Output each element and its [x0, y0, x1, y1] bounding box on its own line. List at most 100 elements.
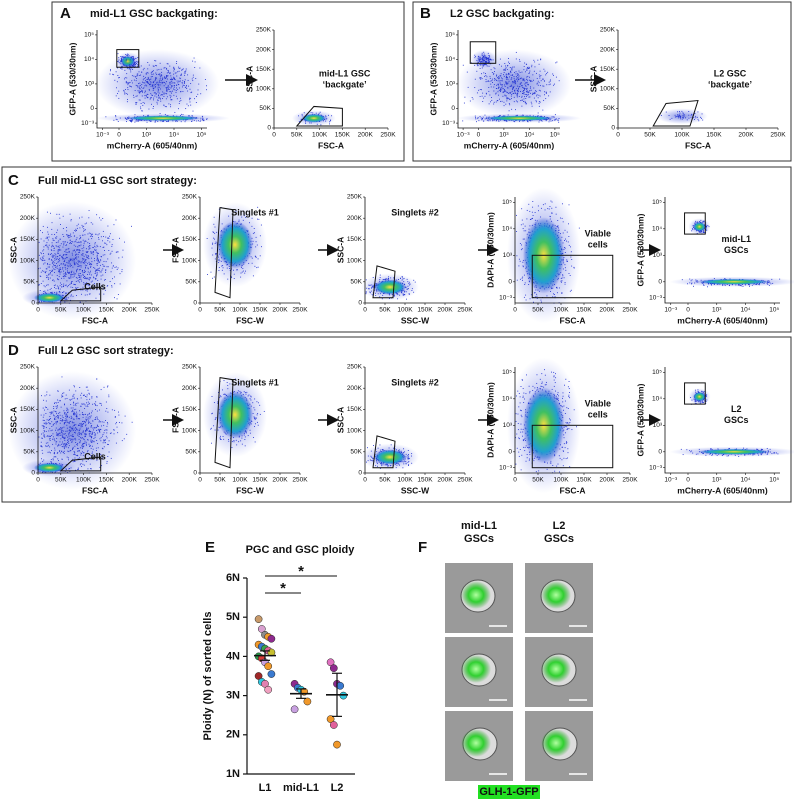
y-tick-label: 100K — [182, 257, 198, 264]
event-dot — [84, 234, 86, 236]
event-dot — [115, 442, 117, 444]
event-dot — [108, 440, 110, 442]
event-dot — [210, 428, 212, 430]
event-dot — [52, 443, 54, 445]
event-dot — [493, 72, 495, 74]
event-dot — [92, 254, 94, 256]
event-dot — [50, 292, 52, 294]
event-dot — [526, 69, 528, 71]
event-dot — [251, 257, 253, 259]
event-dot — [255, 246, 257, 248]
event-dot — [169, 83, 171, 85]
event-dot — [94, 248, 96, 250]
event-dot — [702, 119, 704, 121]
event-dot — [97, 429, 99, 431]
event-dot — [88, 255, 90, 257]
event-dot — [81, 293, 83, 295]
event-dot — [166, 63, 168, 65]
event-dot — [93, 427, 95, 429]
event-dot — [98, 269, 100, 271]
event-dot — [542, 85, 544, 87]
event-dot — [76, 288, 78, 290]
event-dot — [80, 289, 82, 291]
event-dot — [60, 263, 62, 265]
event-dot — [129, 64, 131, 66]
event-dot — [198, 83, 200, 85]
event-dot — [142, 104, 144, 106]
event-dot — [63, 444, 65, 446]
event-dot — [102, 274, 104, 276]
event-dot — [150, 72, 152, 74]
event-dot — [64, 443, 66, 445]
event-dot — [65, 275, 67, 277]
event-dot — [147, 78, 149, 80]
event-dot — [508, 80, 510, 82]
event-dot — [517, 90, 519, 92]
event-dot — [536, 82, 538, 84]
event-dot — [114, 266, 116, 268]
event-dot — [682, 113, 684, 115]
event-dot — [148, 64, 150, 66]
event-dot — [329, 123, 330, 125]
event-dot — [83, 464, 85, 466]
event-dot — [90, 286, 92, 288]
event-dot — [219, 395, 221, 397]
event-dot — [41, 446, 43, 448]
event-dot — [65, 430, 67, 432]
event-dot — [56, 432, 57, 434]
event-dot — [518, 75, 520, 77]
event-dot — [91, 433, 93, 435]
event-dot — [107, 444, 109, 446]
event-dot — [215, 253, 217, 254]
event-dot — [501, 84, 503, 86]
event-dot — [99, 261, 101, 263]
event-dot — [157, 87, 159, 89]
event-dot — [69, 429, 70, 431]
event-dot — [212, 243, 213, 245]
event-dot — [198, 120, 200, 122]
event-dot — [186, 103, 188, 105]
event-dot — [58, 213, 60, 215]
event-dot — [87, 255, 89, 257]
event-dot — [102, 247, 104, 248]
event-dot — [149, 84, 151, 85]
event-dot — [43, 246, 45, 248]
event-dot — [697, 118, 699, 120]
event-dot — [99, 430, 101, 432]
gate — [469, 41, 497, 64]
event-dot — [59, 273, 61, 275]
flow-plot: 0 50K 100K 150K 200K 250K050K100K150K200K250K… — [170, 364, 308, 496]
event-dot — [45, 421, 47, 423]
event-dot — [62, 215, 64, 217]
event-dot — [133, 79, 135, 81]
y-tick-label: 50K — [185, 279, 197, 286]
gate-label: ‘backgate’ — [323, 79, 367, 89]
event-dot — [182, 86, 183, 88]
event-dot — [217, 429, 219, 431]
event-dot — [177, 84, 179, 86]
event-dot — [51, 259, 53, 261]
event-dot — [138, 85, 140, 87]
event-dot — [88, 412, 90, 414]
event-dot — [78, 251, 80, 253]
event-dot — [59, 264, 60, 266]
event-dot — [546, 84, 548, 86]
event-dot — [42, 225, 44, 227]
event-dot — [63, 450, 65, 452]
event-dot — [159, 78, 161, 80]
event-dot — [49, 435, 51, 437]
y-tick-label: 50K — [259, 105, 271, 112]
event-dot — [530, 92, 531, 94]
event-dot — [151, 84, 153, 86]
event-dot — [140, 90, 142, 92]
flow-plot: 0 50K 100K 150K 200K 250K050K100K150K200K250K… — [244, 27, 396, 151]
event-dot — [486, 80, 488, 82]
gate — [116, 49, 140, 68]
event-dot — [521, 99, 523, 101]
event-dot — [141, 84, 143, 85]
event-dot — [54, 284, 56, 286]
event-dot — [526, 94, 528, 96]
event-dot — [518, 70, 520, 72]
event-dot — [68, 437, 70, 439]
